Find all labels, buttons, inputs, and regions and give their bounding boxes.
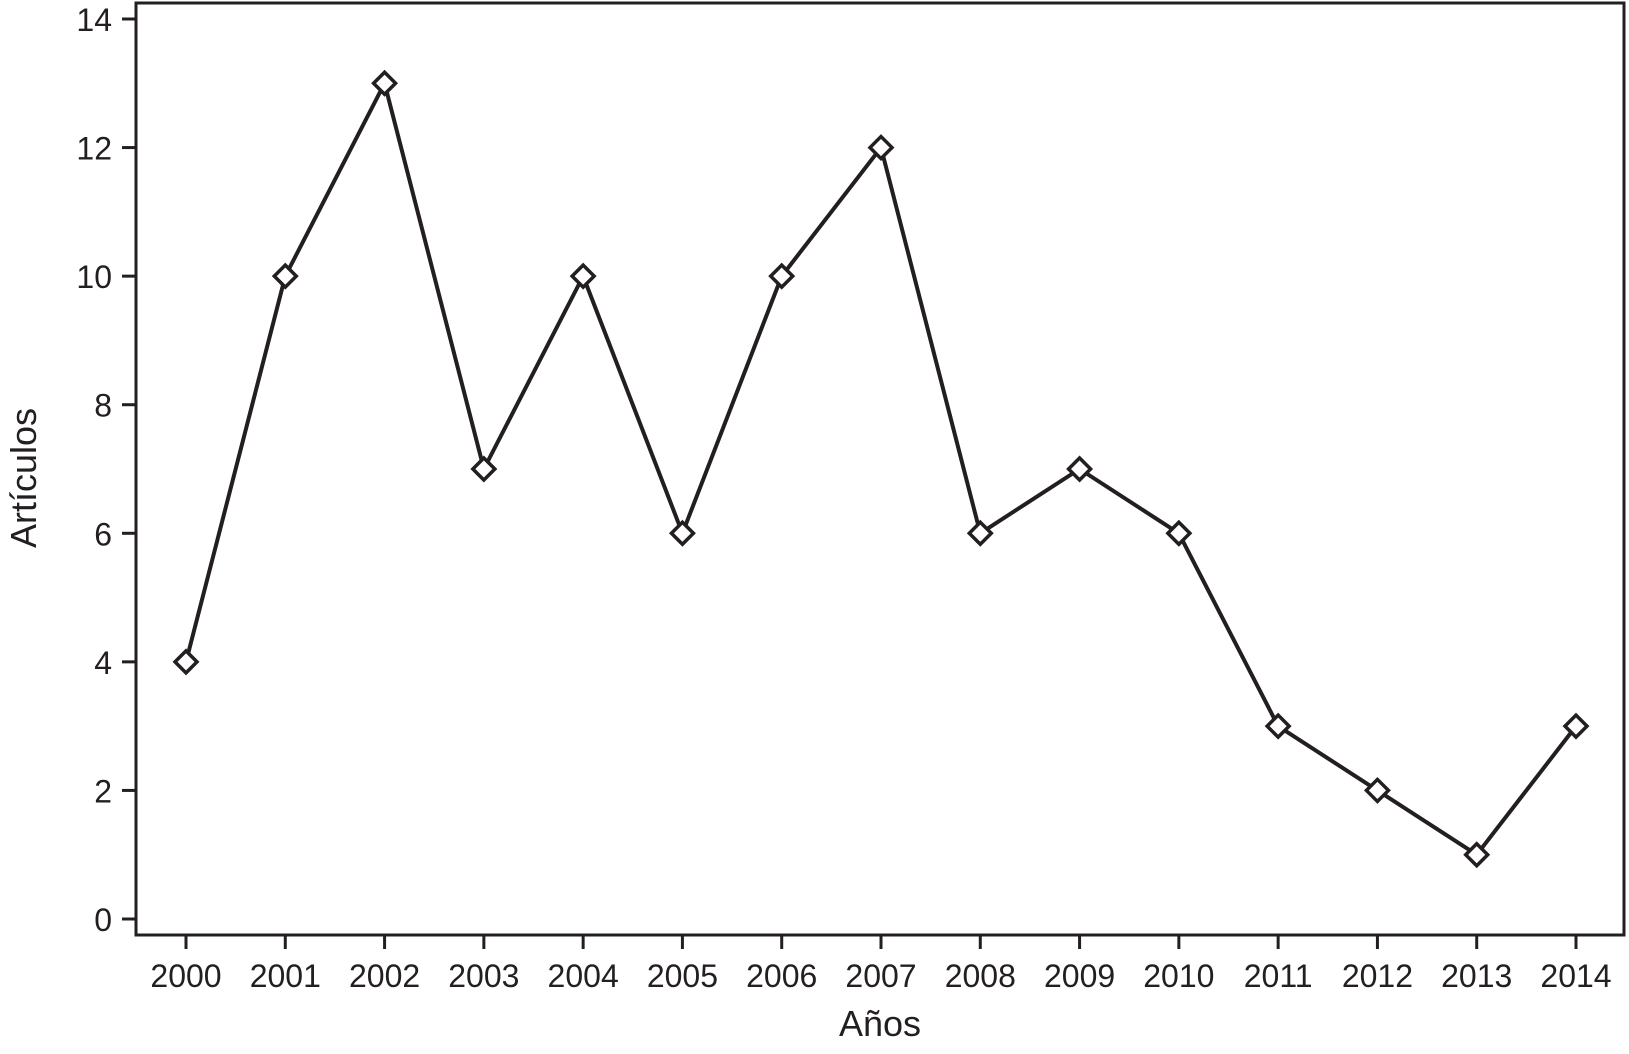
data-point-2009 — [1066, 455, 1094, 483]
y-tick-label: 0 — [94, 902, 112, 938]
x-tick-label: 2014 — [1540, 958, 1611, 994]
x-tick-label: 2013 — [1441, 958, 1512, 994]
x-tick-label: 2002 — [349, 958, 420, 994]
data-point-2007 — [867, 134, 895, 162]
x-axis: 2000 2001 2002 2003 2004 2005 2006 2007 2008 2009… — [150, 935, 1612, 994]
y-tick-label: 8 — [94, 388, 112, 424]
x-tick-label: 2001 — [250, 958, 321, 994]
data-point-2005 — [668, 519, 696, 547]
data-point-2012 — [1363, 776, 1391, 804]
x-tick-label: 2012 — [1342, 958, 1413, 994]
x-tick-label: 2007 — [845, 958, 916, 994]
x-tick-label: 2008 — [945, 958, 1016, 994]
x-tick-label: 2000 — [150, 958, 221, 994]
y-tick-label: 4 — [94, 645, 112, 681]
x-tick-label: 2006 — [746, 958, 817, 994]
x-tick-label: 2011 — [1244, 958, 1313, 994]
data-point-2003 — [470, 455, 498, 483]
data-point-2002 — [371, 69, 399, 97]
data-point-2013 — [1463, 841, 1491, 869]
series — [172, 69, 1590, 869]
data-point-2001 — [271, 262, 299, 290]
y-tick-label: 2 — [94, 773, 112, 809]
x-tick-label: 2005 — [647, 958, 718, 994]
data-point-2010 — [1165, 519, 1193, 547]
y-tick-label: 10 — [76, 259, 112, 295]
x-axis-label: Años — [839, 1003, 921, 1044]
series-line — [184, 81, 1578, 857]
y-tick-label: 6 — [94, 516, 112, 552]
data-point-2014 — [1562, 712, 1590, 740]
x-tick-label: 2009 — [1044, 958, 1115, 994]
data-point-2008 — [966, 519, 994, 547]
data-point-2011 — [1264, 712, 1292, 740]
data-point-2004 — [569, 262, 597, 290]
x-tick-label: 2004 — [548, 958, 619, 994]
y-axis-label: Artículos — [3, 408, 44, 548]
data-point-2000 — [172, 648, 200, 676]
y-axis: 0 2 4 6 8 10 12 14 — [76, 2, 136, 938]
x-tick-label: 2003 — [448, 958, 519, 994]
data-point-2006 — [768, 262, 796, 290]
y-tick-label: 14 — [76, 2, 112, 38]
x-tick-label: 2010 — [1143, 958, 1214, 994]
y-tick-label: 12 — [76, 131, 112, 167]
